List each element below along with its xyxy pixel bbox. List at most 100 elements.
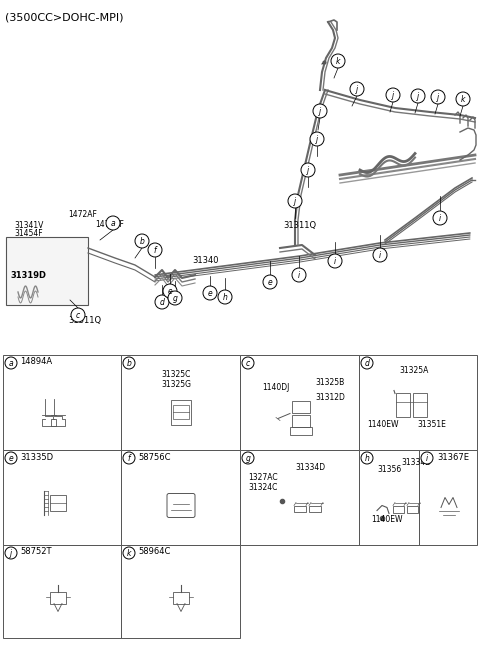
Text: 31311Q: 31311Q — [283, 221, 316, 230]
Circle shape — [218, 290, 232, 304]
Circle shape — [456, 92, 470, 106]
Text: 1140DJ: 1140DJ — [262, 383, 289, 392]
Bar — [413, 393, 427, 417]
Text: k: k — [127, 549, 131, 557]
Circle shape — [123, 452, 135, 464]
Text: 14894A: 14894A — [20, 358, 52, 367]
Circle shape — [106, 216, 120, 230]
Text: 31324C: 31324C — [248, 483, 277, 492]
Text: e: e — [268, 278, 272, 287]
Text: i: i — [426, 454, 428, 463]
Bar — [171, 400, 191, 424]
Circle shape — [5, 547, 17, 559]
Bar — [419, 450, 477, 545]
Bar — [3, 545, 121, 638]
Text: 31325A: 31325A — [399, 366, 428, 375]
Text: a: a — [111, 219, 115, 228]
Text: 58964C: 58964C — [138, 548, 170, 556]
Text: j: j — [10, 549, 12, 557]
Text: j: j — [437, 93, 439, 102]
Text: j: j — [392, 91, 394, 100]
Text: k: k — [336, 57, 340, 66]
Circle shape — [361, 357, 373, 369]
Circle shape — [431, 90, 445, 104]
Circle shape — [328, 254, 342, 268]
Text: k: k — [461, 95, 465, 104]
Bar — [396, 393, 410, 417]
Bar — [173, 591, 189, 604]
Text: 58752T: 58752T — [20, 548, 51, 556]
Text: 1472AF: 1472AF — [95, 220, 124, 229]
Circle shape — [168, 291, 182, 305]
Text: h: h — [223, 293, 228, 302]
Text: 31351E: 31351E — [417, 420, 446, 429]
Bar — [50, 495, 66, 511]
Circle shape — [350, 82, 364, 96]
Text: 31334D: 31334D — [295, 463, 325, 472]
Text: j: j — [356, 85, 358, 94]
Text: 31341V: 31341V — [14, 221, 43, 230]
Text: d: d — [159, 298, 165, 307]
Circle shape — [292, 268, 306, 282]
Bar — [359, 450, 419, 545]
Text: j: j — [294, 197, 296, 206]
Circle shape — [421, 452, 433, 464]
Bar — [173, 404, 189, 419]
Circle shape — [301, 163, 315, 177]
Bar — [3, 355, 121, 450]
Text: e: e — [9, 454, 13, 463]
Circle shape — [313, 104, 327, 118]
Text: i: i — [334, 257, 336, 266]
Text: i: i — [439, 214, 441, 223]
Circle shape — [373, 248, 387, 262]
Circle shape — [135, 234, 149, 248]
Text: b: b — [140, 237, 144, 246]
Bar — [407, 506, 418, 513]
Circle shape — [361, 452, 373, 464]
Text: b: b — [127, 359, 132, 368]
Circle shape — [310, 132, 324, 146]
Text: 31325C: 31325C — [161, 370, 191, 379]
Circle shape — [411, 89, 425, 103]
Bar — [121, 450, 240, 545]
Text: e: e — [168, 287, 172, 296]
Circle shape — [331, 54, 345, 68]
Circle shape — [5, 357, 17, 369]
Text: 1140EW: 1140EW — [367, 420, 398, 429]
Circle shape — [71, 308, 85, 322]
Text: 31356: 31356 — [377, 465, 401, 474]
Text: g: g — [246, 454, 251, 463]
Circle shape — [242, 452, 254, 464]
Text: f: f — [154, 246, 156, 255]
Text: j: j — [417, 92, 419, 101]
Text: 31335D: 31335D — [20, 452, 53, 461]
Bar — [292, 415, 310, 426]
Circle shape — [263, 275, 277, 289]
Text: 31311Q: 31311Q — [68, 316, 101, 325]
Text: 31367E: 31367E — [437, 452, 469, 461]
Bar — [3, 450, 121, 545]
Text: 1472AF: 1472AF — [68, 210, 97, 219]
Text: 31454F: 31454F — [14, 229, 43, 238]
Text: i: i — [298, 271, 300, 280]
Circle shape — [433, 211, 447, 225]
Text: 31334D: 31334D — [401, 458, 431, 467]
Circle shape — [288, 194, 302, 208]
Text: j: j — [316, 135, 318, 144]
Text: j: j — [319, 107, 321, 116]
Bar — [309, 506, 321, 511]
Text: 31325G: 31325G — [161, 380, 191, 389]
Bar — [359, 355, 477, 450]
Bar — [290, 426, 312, 434]
Circle shape — [155, 295, 169, 309]
Text: a: a — [9, 359, 13, 368]
Bar — [294, 506, 306, 511]
Text: 31325B: 31325B — [315, 378, 344, 387]
Circle shape — [5, 452, 17, 464]
Circle shape — [123, 357, 135, 369]
Circle shape — [163, 284, 177, 298]
Text: i: i — [379, 251, 381, 260]
Text: j: j — [307, 165, 309, 175]
Text: g: g — [173, 294, 178, 303]
Bar — [50, 591, 66, 604]
